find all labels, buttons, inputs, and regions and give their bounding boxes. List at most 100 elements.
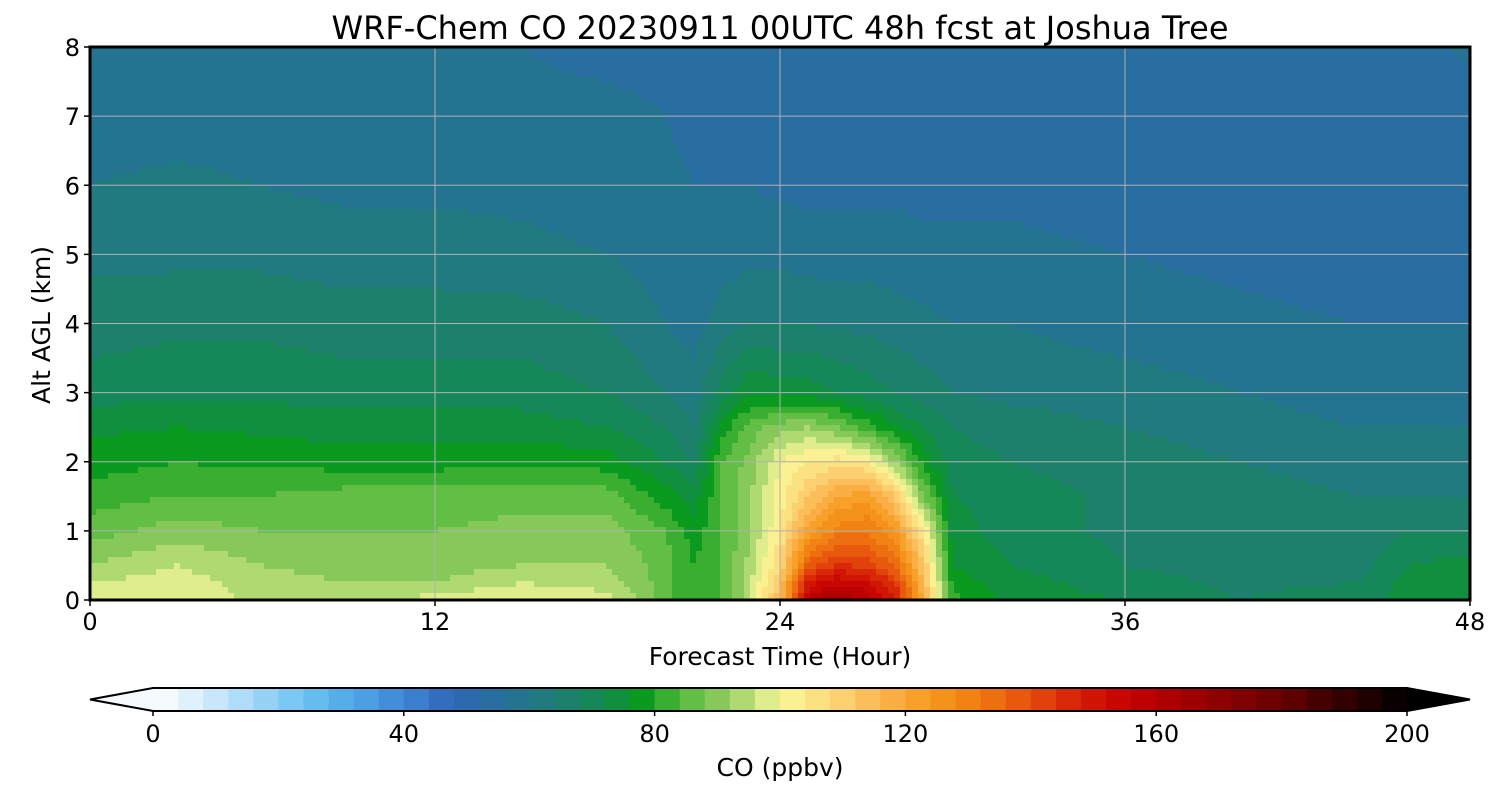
field-cell <box>558 119 565 126</box>
field-cell <box>174 131 181 138</box>
field-cell <box>306 173 313 180</box>
field-cell <box>216 95 223 102</box>
field-cell <box>96 71 103 78</box>
field-cell <box>750 149 757 156</box>
field-cell <box>822 167 829 174</box>
field-cell <box>186 131 193 138</box>
field-cell <box>588 137 595 144</box>
field-cell <box>186 83 193 90</box>
field-cell <box>852 95 859 102</box>
field-cell <box>1038 131 1045 138</box>
field-cell <box>1446 65 1453 72</box>
field-cell <box>120 83 127 90</box>
field-cell <box>990 173 997 180</box>
field-cell <box>696 77 703 84</box>
field-cell <box>1272 95 1279 102</box>
field-cell <box>126 107 133 114</box>
field-cell <box>1224 59 1231 66</box>
field-cell <box>1344 59 1351 66</box>
field-cell <box>1104 125 1111 132</box>
field-cell <box>996 65 1003 72</box>
field-cell <box>1320 71 1327 78</box>
field-cell <box>1356 107 1363 114</box>
field-cell <box>1410 59 1417 66</box>
field-cell <box>882 173 889 180</box>
field-cell <box>714 167 721 174</box>
field-cell <box>1404 101 1411 108</box>
field-cell <box>1062 89 1069 96</box>
field-cell <box>300 161 307 168</box>
field-cell <box>1434 155 1441 162</box>
field-cell <box>744 167 751 174</box>
field-cell <box>882 59 889 66</box>
field-cell <box>702 155 709 162</box>
field-cell <box>1152 95 1159 102</box>
field-cell <box>1188 83 1195 90</box>
field-cell <box>552 161 559 168</box>
field-cell <box>888 47 895 54</box>
field-cell <box>654 95 661 102</box>
field-cell <box>966 131 973 138</box>
field-cell <box>642 143 649 150</box>
field-cell <box>1038 107 1045 114</box>
field-cell <box>276 149 283 156</box>
field-cell <box>708 131 715 138</box>
field-cell <box>348 89 355 96</box>
field-cell <box>402 149 409 156</box>
field-cell <box>486 59 493 66</box>
field-cell <box>1050 95 1057 102</box>
field-cell <box>930 149 937 156</box>
field-cell <box>738 167 745 174</box>
field-cell <box>1428 161 1435 168</box>
field-cell <box>630 131 637 138</box>
field-cell <box>1326 107 1333 114</box>
field-cell <box>270 77 277 84</box>
field-cell <box>1098 143 1105 150</box>
field-cell <box>642 173 649 180</box>
field-cell <box>1302 101 1309 108</box>
field-cell <box>1302 125 1309 132</box>
field-cell <box>228 77 235 84</box>
field-cell <box>1086 83 1093 90</box>
field-cell <box>1266 119 1273 126</box>
field-cell <box>798 89 805 96</box>
field-cell <box>1350 101 1357 108</box>
field-cell <box>504 161 511 168</box>
field-cell <box>624 143 631 150</box>
field-cell <box>960 101 967 108</box>
field-cell <box>636 59 643 66</box>
field-cell <box>720 47 727 54</box>
field-cell <box>150 89 157 96</box>
field-cell <box>492 89 499 96</box>
field-cell <box>264 77 271 84</box>
field-cell <box>1434 119 1441 126</box>
field-cell <box>354 167 361 174</box>
field-cell <box>792 107 799 114</box>
field-cell <box>660 137 667 144</box>
field-cell <box>708 53 715 60</box>
field-cell <box>960 161 967 168</box>
field-cell <box>330 107 337 114</box>
field-cell <box>198 167 205 174</box>
field-cell <box>324 137 331 144</box>
field-cell <box>846 101 853 108</box>
field-cell <box>846 131 853 138</box>
field-cell <box>1374 143 1381 150</box>
field-cell <box>780 101 787 108</box>
field-cell <box>1338 89 1345 96</box>
field-cell <box>984 77 991 84</box>
field-cell <box>582 71 589 78</box>
field-cell <box>408 149 415 156</box>
field-cell <box>192 53 199 60</box>
field-cell <box>336 95 343 102</box>
field-cell <box>834 125 841 132</box>
field-cell <box>420 101 427 108</box>
field-cell <box>1314 155 1321 162</box>
field-cell <box>762 89 769 96</box>
field-cell <box>234 83 241 90</box>
field-cell <box>1296 149 1303 156</box>
field-cell <box>360 161 367 168</box>
field-cell <box>1416 161 1423 168</box>
field-cell <box>720 83 727 90</box>
field-cell <box>216 101 223 108</box>
